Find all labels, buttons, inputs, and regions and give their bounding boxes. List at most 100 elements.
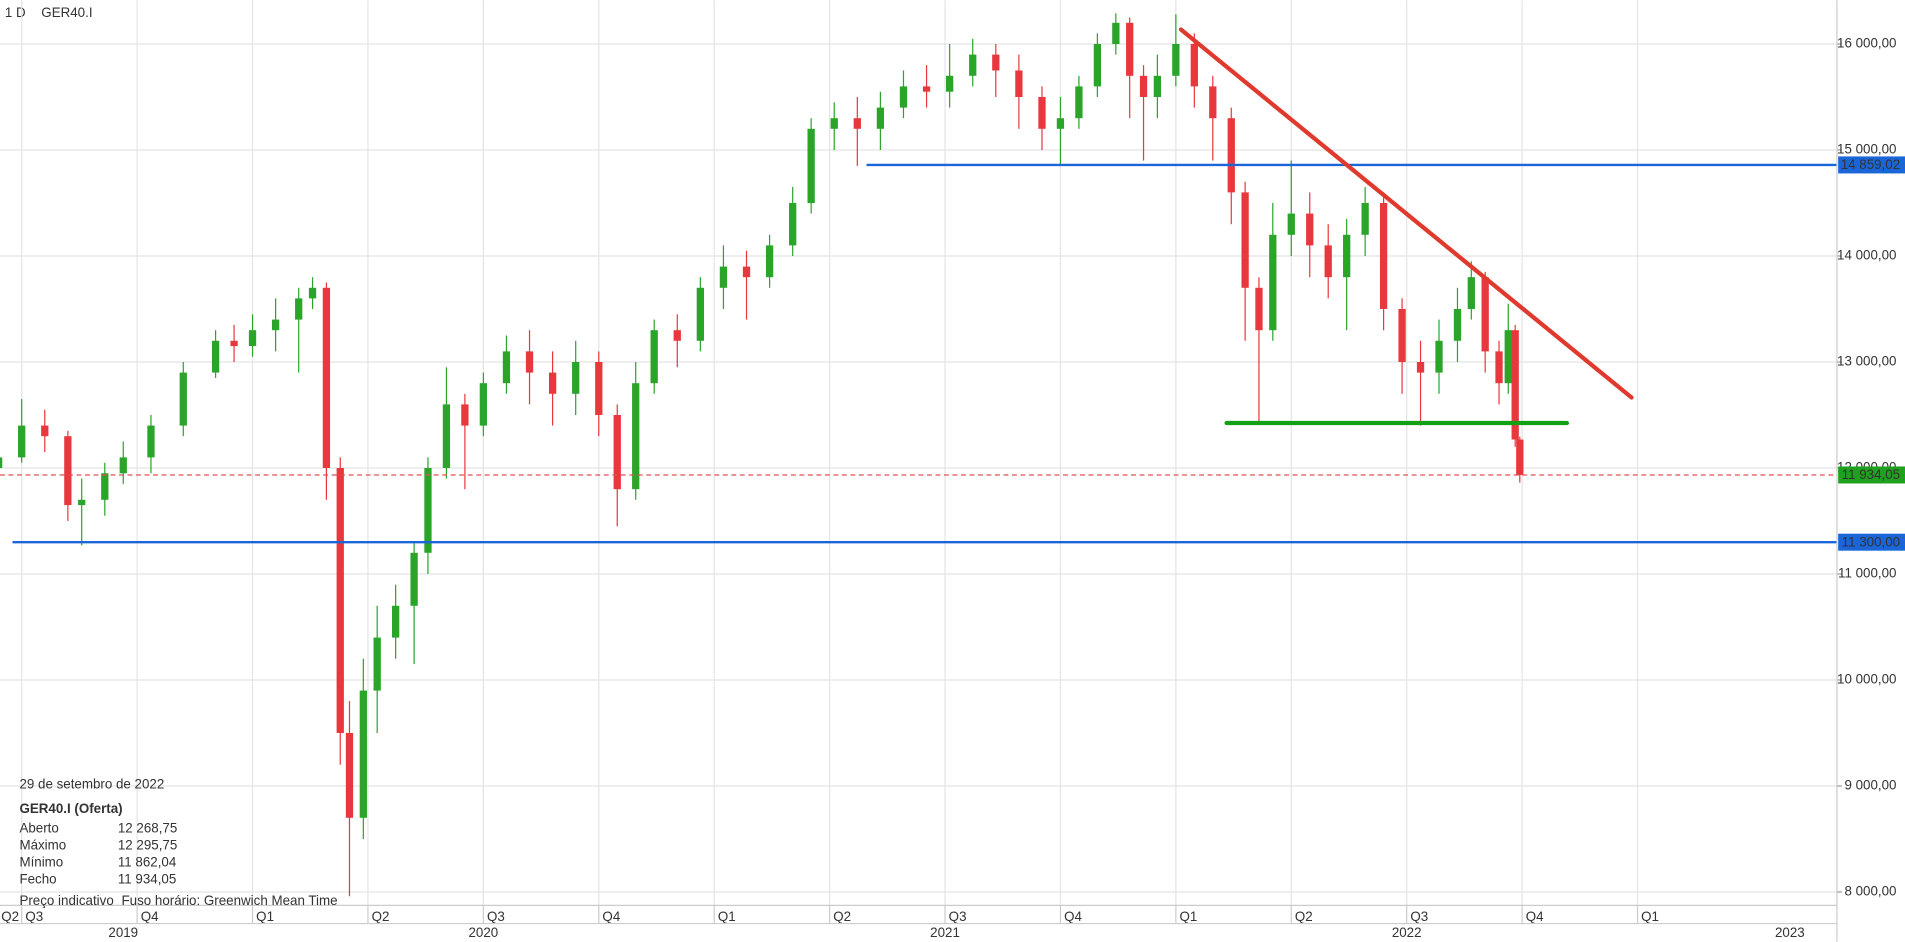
- candle-body: [461, 404, 469, 426]
- candle-body: [1241, 192, 1249, 288]
- x-tick-label: Q4: [602, 909, 620, 924]
- symbol[interactable]: GER40.I: [41, 5, 92, 20]
- candle-body: [853, 118, 861, 129]
- candle-body: [345, 732, 354, 818]
- candle-body: [595, 361, 603, 415]
- candle-body: [1516, 439, 1524, 475]
- y-tick-label: 9 000,00: [1844, 778, 1896, 793]
- y-tick-label: 10 000,00: [1837, 672, 1896, 687]
- candle-body: [830, 118, 838, 129]
- candle-body: [271, 319, 280, 331]
- x-tick-label: Q1: [1641, 909, 1659, 924]
- candle-body: [1015, 70, 1023, 97]
- candle-body: [1139, 75, 1148, 97]
- candle-body: [632, 383, 640, 490]
- candle-body: [1324, 245, 1332, 278]
- candle-body: [719, 266, 728, 288]
- info-timezone: Fuso horário: Greenwich Mean Time: [121, 893, 337, 908]
- candle-body: [969, 54, 977, 76]
- candle-body: [765, 245, 774, 278]
- candle-body: [392, 605, 400, 638]
- x-tick-label: Q1: [718, 909, 736, 924]
- y-tick-label: 8 000,00: [1844, 884, 1896, 899]
- candle-body: [1190, 43, 1198, 87]
- candle-body: [1126, 22, 1134, 76]
- candle-body: [41, 425, 49, 437]
- candle-body: [410, 552, 418, 606]
- x-tick-label: Q2: [372, 909, 390, 924]
- candle-body: [336, 467, 344, 733]
- x-tick-label: Q1: [1180, 909, 1198, 924]
- candle-body: [650, 330, 658, 384]
- candle-body: [1255, 287, 1263, 331]
- candle-body: [1467, 277, 1475, 309]
- candle-body: [1038, 96, 1046, 129]
- candle-body: [1306, 213, 1314, 246]
- candle-body: [1453, 308, 1462, 341]
- candle-body: [147, 425, 155, 458]
- candle-body: [1075, 86, 1083, 119]
- candle-body: [1153, 75, 1162, 97]
- candle-body: [945, 75, 954, 92]
- y-tick-label: 11 000,00: [1838, 566, 1896, 581]
- candle-body: [442, 404, 451, 468]
- x-tick-label: Q3: [1410, 909, 1428, 924]
- x-tick-label: Q3: [25, 909, 43, 924]
- grid: [0, 0, 1837, 906]
- info-row-value: 12 268,75: [118, 820, 177, 835]
- x-year-label: 2022: [1392, 925, 1422, 940]
- x-year-label: 2021: [930, 925, 960, 940]
- candle-body: [1227, 118, 1235, 193]
- candle-body: [1416, 361, 1425, 373]
- trendline: [1178, 27, 1634, 400]
- candle-body: [1379, 202, 1388, 309]
- price-label-box: [1838, 156, 1905, 174]
- info-row-name: Aberto: [19, 820, 58, 835]
- candle-body: [359, 690, 367, 818]
- price-label: 11 300,00: [1842, 534, 1900, 549]
- candle-body: [502, 351, 511, 384]
- candle-body: [179, 372, 187, 426]
- candle-body: [211, 340, 220, 373]
- plot: [0, 13, 1837, 897]
- candle-body: [1209, 86, 1217, 119]
- x-year-label: 2020: [468, 925, 498, 940]
- info-row-value: 12 295,75: [118, 837, 177, 852]
- x-tick-label: Q4: [1526, 909, 1544, 924]
- candle-body: [479, 383, 488, 426]
- price-label: 11 934,05: [1842, 467, 1900, 482]
- y-tick-label: 15 000,00: [1837, 142, 1896, 157]
- x-tick-label: Q2: [1295, 909, 1313, 924]
- candle-body: [1361, 202, 1369, 235]
- candle-body: [696, 287, 704, 341]
- info-row-value: 11 934,05: [118, 871, 176, 886]
- info-box: 29 de setembro de 2022 GER40.I (Oferta) Ab…: [19, 777, 337, 909]
- interval[interactable]: 1 D: [5, 5, 26, 20]
- candle-body: [1504, 330, 1512, 384]
- candle-body: [548, 372, 557, 394]
- y-tick-label: 16 000,00: [1837, 36, 1896, 51]
- candle-body: [876, 107, 885, 129]
- info-date: 29 de setembro de 2022: [19, 777, 164, 792]
- candle-body: [248, 330, 257, 347]
- x-tick-label: Q4: [1064, 909, 1082, 924]
- candle-body: [322, 287, 331, 468]
- info-note: Preço indicativo: [19, 893, 113, 908]
- candle-body: [1435, 340, 1443, 373]
- candle-body: [742, 266, 751, 278]
- info-row-name: Mínimo: [19, 854, 63, 869]
- candle-body: [1287, 213, 1295, 235]
- candle-body: [992, 54, 1000, 71]
- info-row-value: 11 862,04: [118, 854, 177, 869]
- candle-body: [525, 351, 534, 373]
- info-instrument: GER40.I (Oferta): [19, 801, 122, 816]
- info-row-name: Máximo: [19, 837, 66, 852]
- candle-body: [1481, 277, 1489, 352]
- candle-body: [1093, 43, 1102, 87]
- candle-body: [424, 467, 432, 553]
- candle-body: [78, 499, 86, 506]
- candle-body: [613, 414, 621, 490]
- candle-body: [673, 330, 681, 341]
- candle-body: [308, 287, 317, 299]
